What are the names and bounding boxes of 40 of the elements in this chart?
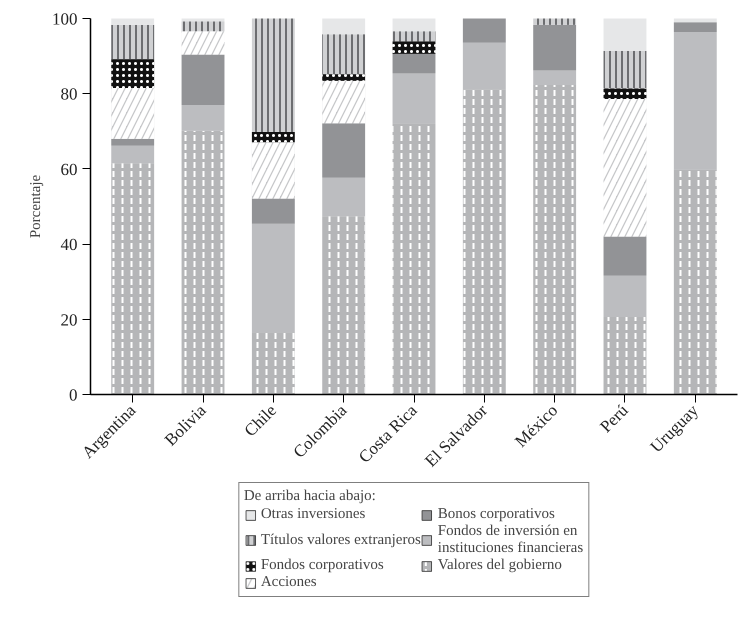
bar	[322, 18, 366, 34]
bar	[322, 178, 366, 216]
bar	[674, 22, 717, 32]
legend-title: De arriba hacia abajo:	[244, 488, 377, 505]
y-tick-label: 20	[60, 310, 78, 330]
bar	[392, 54, 436, 74]
bar	[392, 18, 436, 32]
x-tick-label: Chile	[240, 400, 280, 440]
bar	[111, 146, 154, 164]
y-tick-label: 0	[69, 386, 78, 404]
legend-label: Acciones	[260, 574, 317, 591]
y-tick-label: 80	[60, 84, 78, 104]
bar	[182, 18, 224, 22]
y-tick-label: 100	[52, 10, 78, 28]
y-tick-label: 60	[60, 160, 78, 179]
bar	[604, 276, 646, 318]
y-tick-label: 40	[60, 235, 78, 254]
bar	[604, 18, 646, 51]
bar	[604, 236, 646, 276]
bar	[674, 32, 717, 170]
bar	[533, 24, 576, 70]
bar	[462, 18, 506, 43]
bar	[533, 70, 576, 86]
bar	[111, 138, 154, 146]
legend-label: Títulos valores extranjeros	[260, 532, 421, 548]
bar	[111, 18, 154, 25]
bar	[182, 104, 224, 131]
legend-label: Fondos corporativos	[260, 557, 384, 574]
bar	[182, 54, 224, 105]
bar	[322, 123, 366, 178]
legend-label: Otras inversiones	[260, 506, 366, 523]
y-axis-title: Porcentaje	[28, 174, 44, 238]
legend-label: Fondos de inversión en instituciones financieras	[438, 523, 584, 557]
legend-label: Bonos corporativos	[438, 506, 555, 523]
bar	[252, 224, 295, 332]
bar	[674, 18, 717, 22]
legend-label: Valores del gobierno	[438, 557, 562, 574]
bar	[392, 73, 436, 124]
bar	[462, 42, 506, 90]
bar	[252, 198, 295, 224]
